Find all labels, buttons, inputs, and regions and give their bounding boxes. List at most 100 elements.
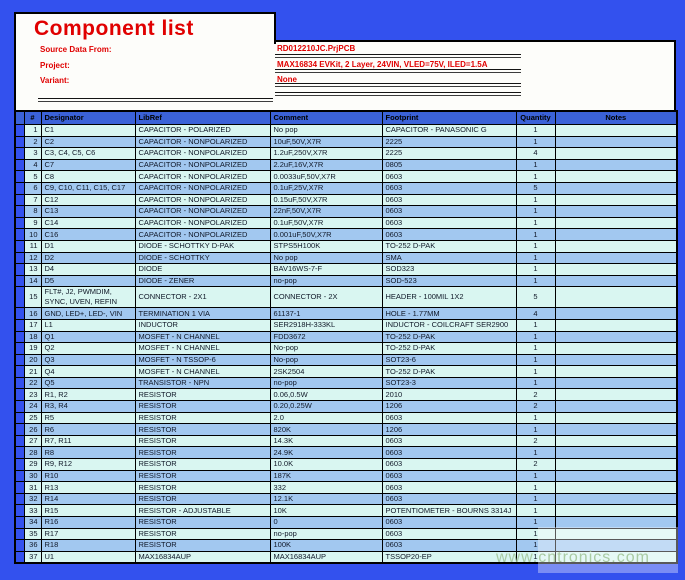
table-row: 28 R8 RESISTOR 24.9K 0603 1	[14, 446, 678, 460]
cell-num: 30	[23, 469, 42, 483]
cell-notes	[554, 330, 678, 344]
cell-comment: 14.3K	[269, 434, 383, 448]
cell-footprint: 0603	[381, 411, 517, 425]
cell-qty: 1	[515, 170, 556, 183]
cell-qty: 1	[515, 135, 556, 149]
cell-notes	[554, 263, 678, 276]
row-strip-cell	[14, 228, 25, 241]
cell-designator: D5	[40, 274, 136, 288]
cell-num: 27	[23, 434, 42, 448]
cell-designator: R6	[40, 423, 136, 436]
cell-comment: No-pop	[269, 353, 383, 367]
cell-footprint: TSSOP20-EP	[381, 550, 517, 564]
cell-footprint: TO-252 D-PAK	[381, 342, 517, 355]
cell-notes	[554, 170, 678, 183]
table-row: 27 R7, R11 RESISTOR 14.3K 0603 2	[14, 434, 678, 448]
cell-designator: U1	[40, 550, 136, 564]
cell-designator: Q2	[40, 342, 136, 355]
cell-comment: no-pop	[269, 376, 383, 390]
cell-qty: 1	[515, 342, 556, 355]
cell-comment: 820K	[269, 423, 383, 436]
cell-footprint: 0603	[381, 228, 517, 241]
cell-comment: 2SK2504	[269, 365, 383, 378]
cell-notes	[554, 400, 678, 413]
cell-designator: GND, LED+, LED-, VIN	[40, 307, 136, 320]
cell-num: 24	[23, 400, 42, 413]
row-strip-cell	[14, 205, 25, 218]
table-row: 16 GND, LED+, LED-, VIN TERMINATION 1 VIA 6…	[14, 307, 678, 320]
cell-designator: Q4	[40, 365, 136, 378]
row-strip-cell	[14, 263, 25, 276]
cell-libref: DIODE - ZENER	[134, 274, 271, 288]
row-strip-cell	[14, 423, 25, 436]
cell-footprint: 1206	[381, 400, 517, 413]
table-row: 8 C13 CAPACITOR - NONPOLARIZED 22nF,50V,X7R…	[14, 205, 678, 218]
table-row: 37 U1 MAX16834AUP MAX16834AUP TSSOP20-EP 1	[14, 550, 678, 564]
cell-comment: No-pop	[269, 342, 383, 355]
cell-designator: R15	[40, 504, 136, 517]
cell-notes	[554, 481, 678, 494]
cell-designator: C9, C10, C11, C15, C17	[40, 181, 136, 195]
table-row: 2 C2 CAPACITOR - NONPOLARIZED 10uF,50V,X7R 2…	[14, 135, 678, 149]
watermark-text: www.cntronics.com	[496, 549, 650, 566]
cell-comment: 187K	[269, 469, 383, 483]
cell-num: 6	[23, 181, 42, 195]
row-strip-cell	[14, 124, 25, 137]
cell-num: 37	[23, 550, 42, 564]
cell-qty: 1	[515, 251, 556, 265]
title-tab	[14, 12, 276, 44]
cell-comment: 2.0	[269, 411, 383, 425]
cell-designator: C7	[40, 158, 136, 172]
cell-notes	[554, 434, 678, 448]
cell-comment: 0.1uF,25V,X7R	[269, 181, 383, 195]
cell-comment: no-pop	[269, 527, 383, 541]
table-row: 19 Q2 MOSFET - N CHANNEL No-pop TO-252 D-PAK…	[14, 342, 678, 355]
cell-libref: RESISTOR	[134, 411, 271, 425]
cell-notes	[554, 446, 678, 460]
underline-extra	[275, 92, 521, 96]
cell-qty: 2	[515, 388, 556, 402]
cell-notes	[554, 286, 678, 309]
cell-comment: 0.001uF,50V,X7R	[269, 228, 383, 241]
cell-num: 29	[23, 458, 42, 471]
cell-comment: FDD3672	[269, 330, 383, 344]
row-strip-cell	[14, 353, 25, 367]
cell-num: 26	[23, 423, 42, 436]
cell-libref: CONNECTOR - 2X1	[134, 286, 271, 309]
cell-qty: 1	[515, 469, 556, 483]
cell-libref: RESISTOR	[134, 434, 271, 448]
cell-footprint: 2225	[381, 135, 517, 149]
bom-table-header: # Designator LibRef Comment Footprint Qu…	[14, 110, 678, 125]
field-label-variant: Variant:	[40, 76, 70, 85]
table-row: 12 D2 DIODE - SCHOTTKY No pop SMA 1	[14, 251, 678, 265]
cell-qty: 2	[515, 458, 556, 471]
cell-libref: RESISTOR	[134, 539, 271, 552]
cell-designator: R5	[40, 411, 136, 425]
cell-libref: INDUCTOR	[134, 318, 271, 332]
cell-designator: C14	[40, 216, 136, 230]
cell-libref: RESISTOR	[134, 481, 271, 494]
cell-comment: BAV16WS-7-F	[269, 263, 383, 276]
cell-notes	[554, 458, 678, 471]
row-strip-cell	[14, 469, 25, 483]
cell-footprint: TO-252 D-PAK	[381, 330, 517, 344]
cell-notes	[554, 492, 678, 506]
underline-variant	[275, 83, 521, 87]
cell-comment: 12.1K	[269, 492, 383, 506]
cell-notes	[554, 147, 678, 160]
cell-libref: RESISTOR	[134, 446, 271, 460]
cell-designator: C2	[40, 135, 136, 149]
cell-comment: 10uF,50V,X7R	[269, 135, 383, 149]
cell-num: 5	[23, 170, 42, 183]
cell-libref: RESISTOR - ADJUSTABLE	[134, 504, 271, 517]
cell-qty: 1	[515, 376, 556, 390]
cell-comment: 10K	[269, 504, 383, 517]
table-row: 6 C9, C10, C11, C15, C17 CAPACITOR - NONPO…	[14, 181, 678, 195]
cell-num: 20	[23, 353, 42, 367]
cell-num: 15	[23, 286, 42, 309]
row-strip-cell	[14, 216, 25, 230]
cell-num: 7	[23, 193, 42, 207]
col-header-comment: Comment	[269, 110, 383, 125]
table-row: 26 R6 RESISTOR 820K 1206 1	[14, 423, 678, 436]
cell-libref: DIODE	[134, 263, 271, 276]
